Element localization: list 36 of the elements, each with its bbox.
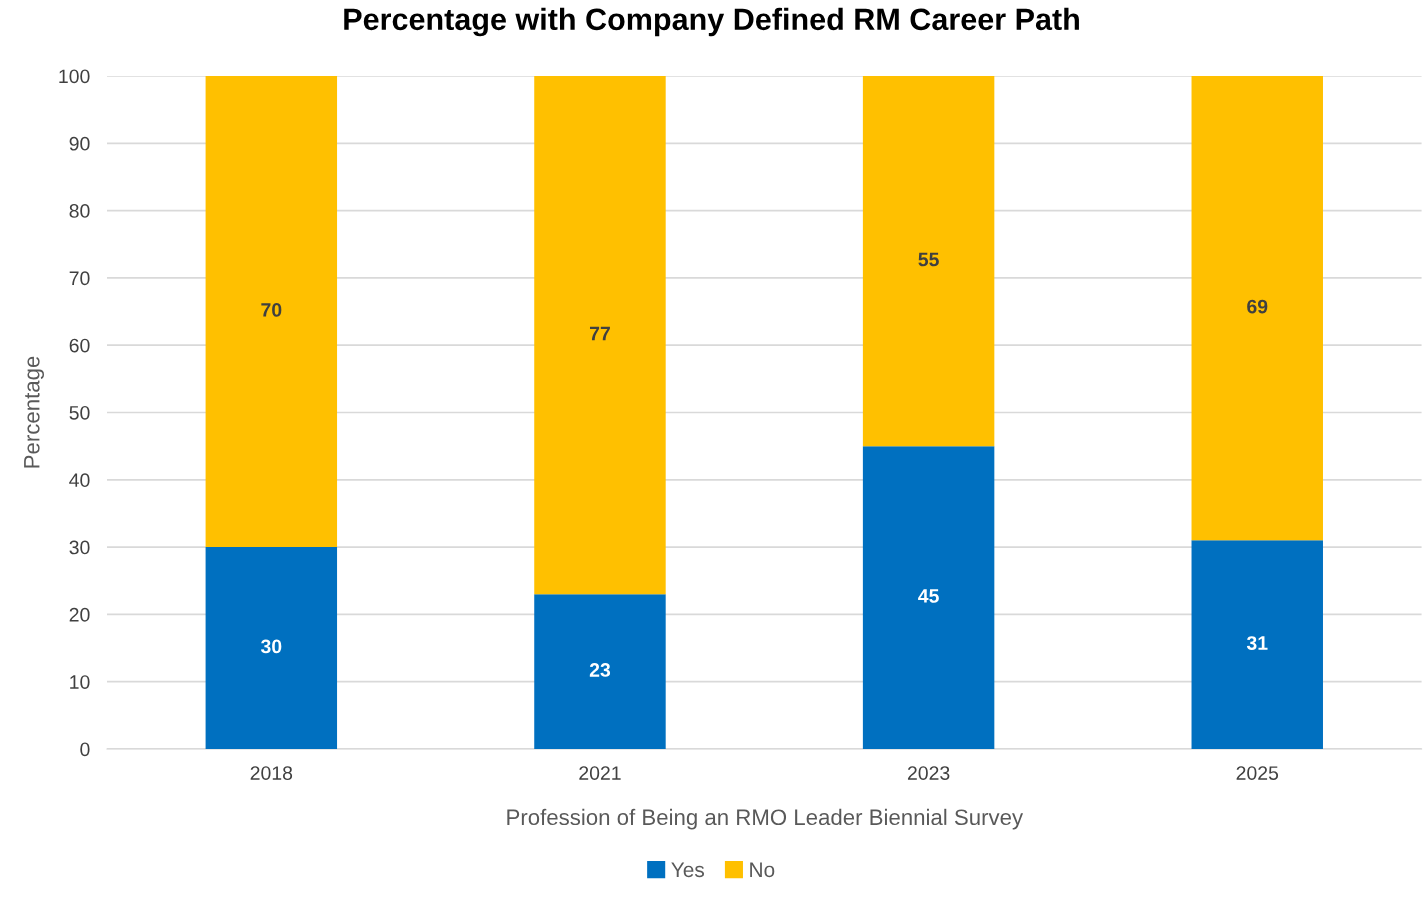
data-label: 31 [1246,636,1268,650]
data-label: 70 [261,303,282,317]
data-label: 55 [918,252,939,267]
legend-label: No [750,862,775,878]
bar [1191,540,1323,749]
legend-label: Yes [671,862,705,878]
y-tick-label: 100 [59,69,90,84]
data-label: 23 [589,663,611,677]
bar [1191,76,1323,541]
data-label: 30 [260,639,282,654]
x-tick-label: 2023 [907,766,950,780]
y-tick-label: 0 [80,742,90,757]
data-label: 77 [589,326,610,341]
x-tick-label: 2025 [1236,766,1279,780]
bar [534,594,666,749]
y-tick-label: 80 [69,204,90,218]
data-label: 45 [918,589,939,603]
bar [205,76,338,548]
y-tick-label: 40 [69,473,90,488]
y-tick-label: 60 [69,338,90,353]
y-axis-title: Percentage [24,356,45,468]
bar [862,446,995,749]
bar [862,76,995,447]
data-label: 69 [1247,299,1268,314]
bar [534,76,666,595]
x-axis-title: Profession of Being an RMO Leader Biennial Survey [507,808,1024,830]
y-tick-label: 50 [69,405,90,420]
x-tick-label: 2021 [579,766,621,780]
x-tick-label: 2018 [250,766,293,780]
chart-title: Percentage with Company Defined RM Career Path [344,7,1079,37]
y-tick-label: 20 [69,607,90,622]
y-tick-label: 10 [70,675,90,689]
y-tick-label: 70 [69,271,90,286]
bar [205,547,338,749]
y-tick-label: 30 [69,540,90,555]
y-tick-label: 90 [69,136,90,151]
